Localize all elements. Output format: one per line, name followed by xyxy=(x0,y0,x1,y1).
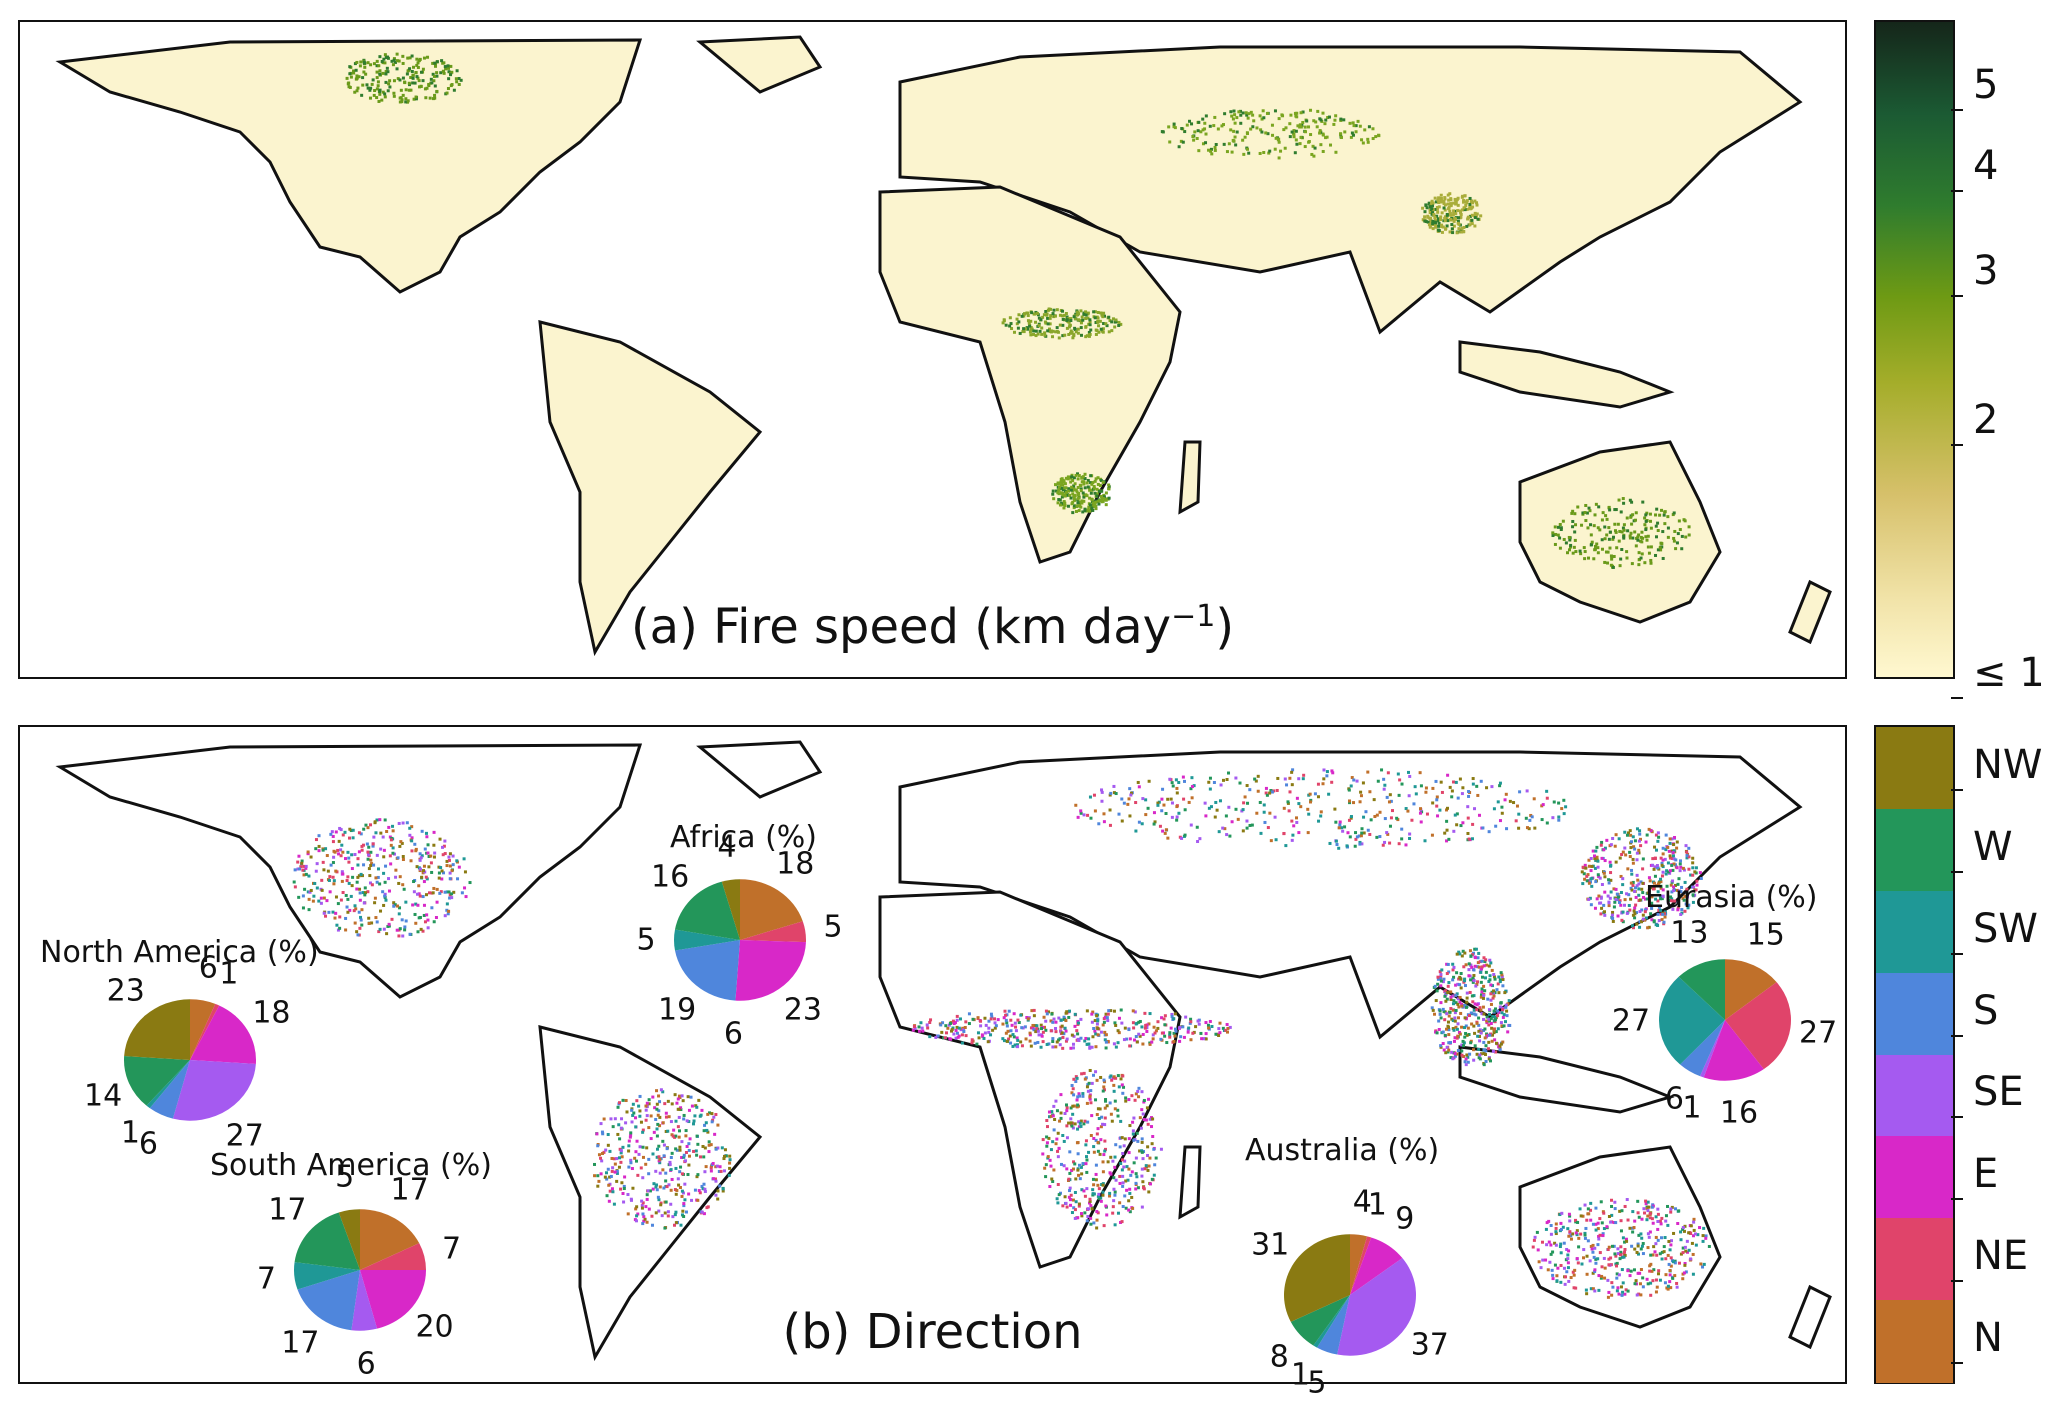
pie-value-label: 7 xyxy=(441,1231,462,1267)
fire-speed-map-panel: (a) Fire speed (km day−1) xyxy=(18,20,1847,679)
continent-australia xyxy=(1518,1145,1722,1329)
direction-colorbar xyxy=(1874,725,1955,1384)
pie-value-label: 1 xyxy=(1367,1187,1387,1223)
direction-colorbar-segment xyxy=(1876,1218,1953,1301)
continent-north-america xyxy=(55,38,643,294)
pie-value-label: 5 xyxy=(1307,1365,1327,1401)
direction-tick: W xyxy=(1951,824,2013,894)
pie-value-label: 5 xyxy=(636,922,656,958)
direction-colorbar-segment xyxy=(1876,1054,1953,1137)
pie-title: Eurasia (%) xyxy=(1645,880,1818,915)
fire-speed-pixels xyxy=(345,52,1691,569)
direction-colorbar-segment xyxy=(1876,1136,1953,1219)
direction-map-panel: (b) Direction xyxy=(18,725,1847,1384)
continent-new-zealand xyxy=(1788,1284,1832,1350)
direction-tick: SE xyxy=(1951,1069,2024,1139)
fire-speed-tick: 3 xyxy=(1950,248,1998,318)
direction-title: (b) Direction xyxy=(782,1304,1083,1360)
pie-value-label: 15 xyxy=(1746,917,1785,953)
pie-value-label: 23 xyxy=(783,992,822,1028)
direction-tick: N xyxy=(1951,1315,2003,1385)
pie-value-label: 17 xyxy=(268,1192,307,1228)
pie-value-label: 1 xyxy=(120,1115,140,1151)
continent-africa xyxy=(878,890,1182,1269)
pie-value-label: 17 xyxy=(390,1172,429,1208)
pie-value-label: 27 xyxy=(1799,1015,1838,1051)
direction-colorbar-segment xyxy=(1876,727,1953,810)
pie-value-label: 6 xyxy=(1664,1081,1684,1117)
pie-value-label: 13 xyxy=(1670,915,1709,951)
pie-value-label: 18 xyxy=(252,995,291,1031)
pie-value-label: 1 xyxy=(1290,1357,1310,1393)
pie-value-label: 16 xyxy=(651,859,690,895)
direction-tick: NE xyxy=(1950,1233,2028,1303)
continent-indonesia xyxy=(1458,340,1675,409)
continent-madagascar xyxy=(1178,440,1202,515)
continent-africa xyxy=(878,185,1182,564)
pie-title: North America (%) xyxy=(40,935,319,970)
continent-madagascar xyxy=(1178,1145,1202,1220)
direction-tick: E xyxy=(1950,1151,1998,1221)
direction-tick: S xyxy=(1950,988,1998,1058)
fire-direction-pixels xyxy=(292,768,1711,1299)
continent-greenland xyxy=(696,740,823,799)
fire-speed-tick: 5 xyxy=(1950,62,1998,132)
pie-value-label: 27 xyxy=(225,1118,264,1154)
pie-value-label: 16 xyxy=(1719,1095,1759,1131)
direction-colorbar-segment xyxy=(1876,808,1953,892)
continent-new-zealand xyxy=(1788,579,1832,645)
direction-tick: SW xyxy=(1951,906,2038,976)
pie-value-label: 19 xyxy=(658,992,697,1028)
pie-title: Africa (%) xyxy=(670,820,818,855)
pie-value-label: 14 xyxy=(84,1078,123,1114)
pie-value-label: 9 xyxy=(1395,1201,1415,1237)
fire-speed-title: (a) Fire speed (km day−1) xyxy=(630,599,1235,655)
direction-tick: NW xyxy=(1950,742,2042,812)
fire-speed-tick: ≤ 1 xyxy=(1951,650,2045,720)
fire-speed-tick: 2 xyxy=(1950,397,1998,467)
pie-value-label: 5 xyxy=(335,1159,355,1195)
pie-value-label: 6 xyxy=(198,950,218,986)
fire-speed-colorbar xyxy=(1874,20,1955,679)
direction-colorbar-segment xyxy=(1876,972,1953,1055)
direction-world-map xyxy=(55,740,1832,1362)
pie-value-label: 4 xyxy=(1352,1184,1372,1220)
continent-indonesia xyxy=(1458,1045,1675,1114)
pie-value-label: 31 xyxy=(1251,1227,1290,1263)
pie-value-label: 7 xyxy=(256,1261,276,1297)
pie-value-label: 1 xyxy=(1682,1090,1702,1126)
pie-value-label: 20 xyxy=(415,1309,454,1345)
continent-south-america xyxy=(538,320,763,657)
pie-value-label: 6 xyxy=(138,1126,158,1162)
pie-value-label: 1 xyxy=(219,956,239,992)
continent-north-america xyxy=(55,743,643,999)
pie-value-label: 5 xyxy=(823,909,843,945)
direction-colorbar-segment xyxy=(1876,890,1953,974)
pie-title: Australia (%) xyxy=(1245,1133,1440,1168)
pie-value-label: 8 xyxy=(1269,1339,1289,1375)
pie-title: South America (%) xyxy=(210,1148,492,1183)
pie-value-label: 18 xyxy=(776,846,815,882)
continent-greenland xyxy=(696,35,823,94)
pie-value-label: 17 xyxy=(281,1325,320,1361)
pie-value-label: 6 xyxy=(723,1016,743,1052)
fire-speed-world-map xyxy=(55,35,1832,657)
pie-value-label: 37 xyxy=(1410,1327,1449,1363)
fire-speed-tick: 4 xyxy=(1950,143,1998,213)
pie-value-label: 23 xyxy=(106,973,145,1009)
pie-value-label: 6 xyxy=(356,1346,376,1382)
pie-value-label: 4 xyxy=(717,829,737,865)
direction-colorbar-segment xyxy=(1876,1300,1953,1383)
pie-value-label: 27 xyxy=(1611,1003,1651,1039)
